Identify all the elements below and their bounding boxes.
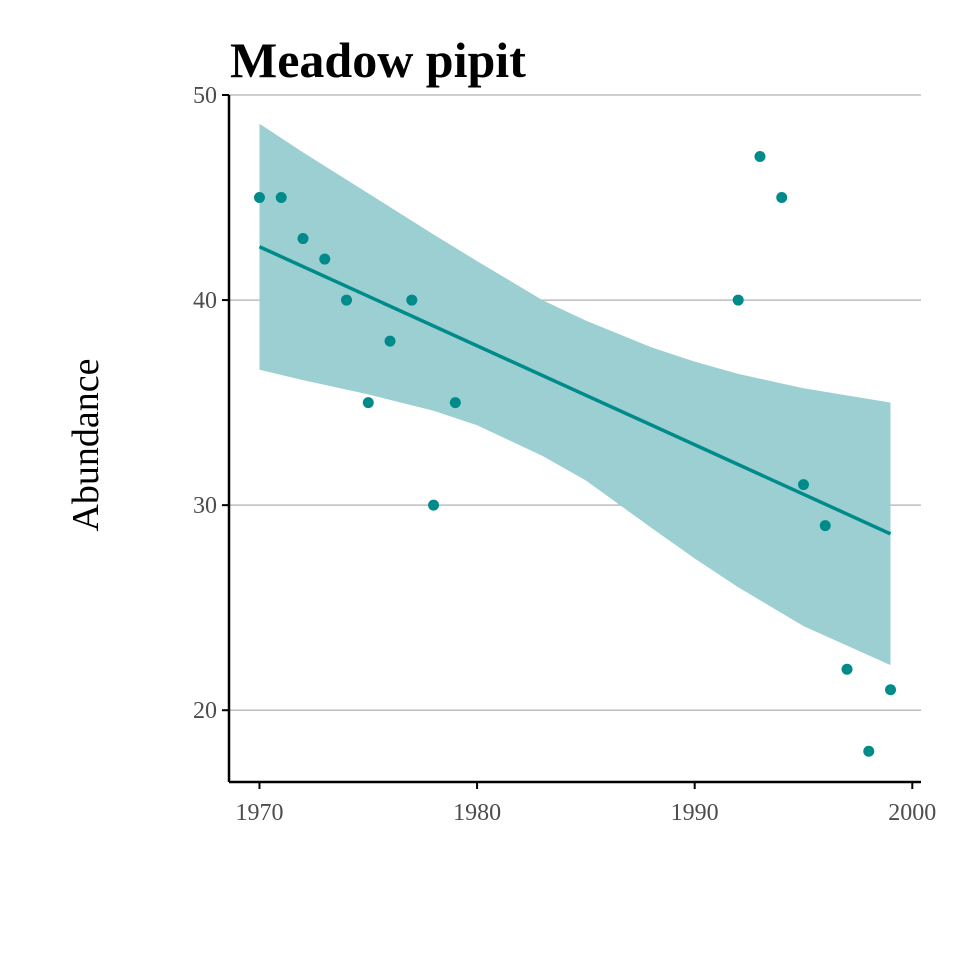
- confidence-band: [259, 123, 891, 666]
- chart-title: Meadow pipit: [230, 32, 526, 88]
- data-point-1997: [841, 663, 853, 675]
- data-point-1973: [319, 253, 331, 265]
- data-point-1993: [754, 151, 766, 163]
- data-point-1992: [732, 294, 744, 306]
- data-point-1974: [341, 294, 353, 306]
- data-point-1977: [406, 294, 418, 306]
- data-point-1970: [253, 192, 265, 204]
- axes: 20 30 40 50 1970 1980 1990 2000: [193, 83, 936, 826]
- data-point-1999: [885, 684, 897, 696]
- x-tick-label-1990: 1990: [671, 800, 719, 826]
- y-axis-label: Abundance: [65, 358, 107, 531]
- y-tick-label-40: 40: [193, 288, 217, 314]
- data-point-1996: [819, 520, 831, 532]
- trend-line: [258, 245, 892, 536]
- y-tick-label-30: 30: [193, 493, 217, 519]
- data-point-1976: [384, 335, 396, 347]
- data-point-1995: [797, 479, 809, 491]
- x-tick-label-2000: 2000: [888, 800, 936, 826]
- y-tick-label-20: 20: [193, 698, 217, 724]
- confidence-band-layer: [259, 123, 891, 666]
- data-points: [253, 151, 897, 757]
- data-point-1998: [863, 745, 875, 757]
- y-tick-label-50: 50: [193, 83, 217, 109]
- data-point-1975: [362, 397, 374, 409]
- trend-line-layer: [258, 245, 892, 536]
- x-tick-label-1970: 1970: [235, 800, 283, 826]
- data-point-1972: [297, 233, 309, 245]
- data-point-1971: [275, 192, 287, 204]
- x-tick-label-1980: 1980: [453, 800, 501, 826]
- data-point-1994: [776, 192, 788, 204]
- data-point-1979: [449, 397, 461, 409]
- data-point-1978: [428, 499, 440, 511]
